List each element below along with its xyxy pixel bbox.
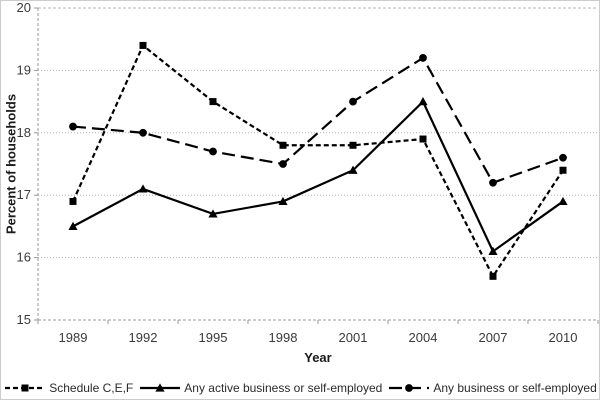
legend-marker-triangle [140, 383, 181, 392]
marker-triangle [418, 97, 428, 106]
legend-label: Any business or self-employed [433, 381, 597, 395]
y-tick-label: 18 [17, 125, 31, 140]
legend-label: Schedule C,E,F [49, 381, 134, 395]
marker-square [419, 135, 427, 143]
marker-triangle [155, 383, 165, 392]
marker-circle [419, 54, 427, 62]
x-tick-label: 1992 [129, 330, 158, 345]
x-tick-label: 1989 [59, 330, 88, 345]
legend: Schedule C,E,F Any active business or sel… [1, 381, 599, 395]
marker-triangle [488, 246, 498, 255]
marker-triangle [208, 209, 218, 218]
legend-item-1: Any active business or self-employed [140, 381, 382, 395]
marker-square [209, 98, 217, 106]
marker-circle [279, 160, 287, 168]
series-line-0 [71, 43, 564, 279]
y-tick-label: 20 [17, 1, 31, 15]
marker-circle [489, 178, 497, 187]
marker-circle [69, 122, 77, 131]
marker-triangle [278, 196, 288, 206]
marker-triangle [348, 165, 358, 174]
marker-circle [209, 147, 217, 156]
marker-triangle [68, 221, 78, 230]
y-tick-label: 17 [17, 187, 31, 202]
marker-square [349, 141, 357, 149]
marker-triangle [138, 184, 148, 193]
series-line-1 [72, 99, 564, 254]
legend-item-0: Schedule C,E,F [5, 381, 133, 395]
y-tick-label: 15 [17, 312, 31, 327]
x-tick-label: 2007 [479, 330, 508, 345]
legend-label: Any active business or self-employed [184, 381, 383, 395]
marker-circle [405, 384, 414, 392]
marker-square [69, 197, 77, 205]
x-tick-label: 1995 [199, 330, 228, 345]
x-tick-label: 1998 [269, 330, 298, 345]
marker-circle [139, 128, 147, 137]
marker-circle [559, 153, 567, 162]
y-tick-label: 19 [17, 62, 31, 77]
legend-marker-square [5, 384, 46, 392]
marker-square [279, 141, 287, 149]
marker-triangle [558, 196, 568, 206]
series-line-2 [72, 56, 564, 185]
marker-circle [349, 97, 357, 106]
y-tick-label: 16 [17, 250, 31, 265]
x-tick-label: 2010 [549, 330, 578, 345]
marker-square [139, 41, 147, 49]
x-axis-title: Year [304, 350, 332, 365]
legend-item-2: Any business or self-employed [389, 381, 597, 395]
marker-square [559, 166, 567, 174]
marker-square [21, 384, 29, 392]
plot-area: 15 16 17 18 19 20 1989 1992 1995 1998 2001 2004 2007… [17, 1, 599, 345]
x-tick-label: 2004 [409, 330, 438, 345]
marker-square [489, 272, 497, 280]
legend-marker-circle [389, 384, 430, 392]
x-tick-label: 2001 [339, 330, 368, 345]
